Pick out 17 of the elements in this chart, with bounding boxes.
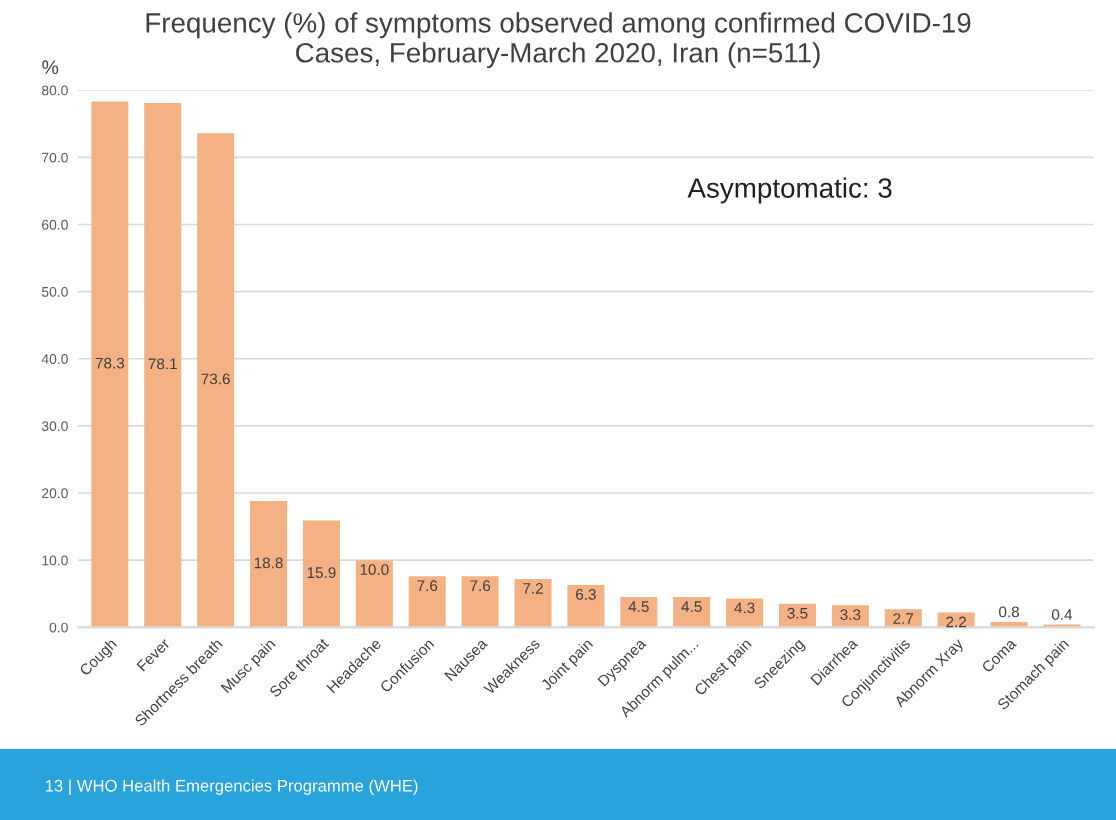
bar [144, 102, 182, 628]
chart-title: Frequency (%) of symptoms observed among confirmed COVID-19 Cases, February-March 2020, Iran (n=511) [146, 12, 971, 69]
bar [197, 133, 235, 628]
text: 13 | WHO Health Emergencies Programme (WHE) [45, 779, 418, 795]
bar [726, 598, 764, 628]
bar [302, 520, 340, 628]
bar [408, 576, 446, 628]
bar [567, 585, 605, 628]
annotation: Asymptomatic: 3 [687, 177, 892, 204]
bar [673, 597, 711, 628]
bar [355, 560, 393, 628]
bar [514, 578, 552, 628]
bar [250, 501, 288, 628]
bar [91, 101, 129, 628]
bar [620, 597, 658, 628]
y-axis-title: % [42, 60, 59, 74]
bar [461, 576, 499, 628]
